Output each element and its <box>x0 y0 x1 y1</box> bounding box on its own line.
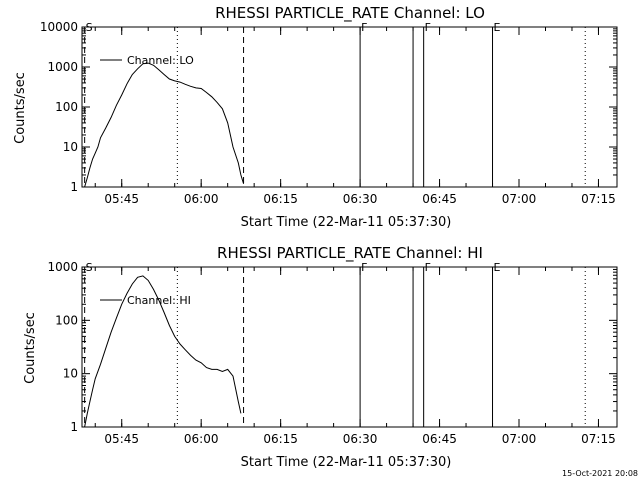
chart-title: RHESSI PARTICLE_RATE Channel: LO <box>215 4 485 23</box>
x-tick-label: 05:45 <box>104 192 139 206</box>
event-marker-label: E <box>494 21 501 34</box>
y-tick-label: 1000 <box>47 260 78 274</box>
legend-label: Channel: LO <box>127 54 194 67</box>
series-line <box>84 275 242 428</box>
x-tick-label: 07:00 <box>502 432 537 446</box>
x-tick-label: 07:15 <box>581 432 616 446</box>
series-line <box>84 62 245 188</box>
y-tick-label: 10 <box>63 140 78 154</box>
x-tick-label: 07:15 <box>581 192 616 206</box>
legend-label: Channel: HI <box>127 294 191 307</box>
x-tick-label: 06:15 <box>263 432 298 446</box>
y-tick-label: 1 <box>70 420 78 434</box>
y-tick-label: 1000 <box>47 60 78 74</box>
plot-frame <box>81 266 618 428</box>
y-axis-label: Counts/sec <box>13 72 28 144</box>
chart-panel-hi: RHESSI PARTICLE_RATE Channel: HI Counts/… <box>23 244 618 470</box>
y-tick-label: 100 <box>55 313 78 327</box>
x-tick-label: 06:00 <box>184 192 219 206</box>
event-marker-label: S <box>86 21 93 34</box>
x-tick-label: 06:45 <box>422 192 457 206</box>
x-tick-label: 07:00 <box>502 192 537 206</box>
y-axis-label: Counts/sec <box>23 312 38 384</box>
event-marker-label: S <box>86 261 93 274</box>
chart-panel-lo: RHESSI PARTICLE_RATE Channel: LO Counts/… <box>13 4 618 230</box>
chart-title: RHESSI PARTICLE_RATE Channel: HI <box>217 244 483 263</box>
y-tick-label: 10000 <box>40 20 78 34</box>
footer-timestamp: 15-Oct-2021 20:08 <box>562 469 638 478</box>
x-axis-label: Start Time (22-Mar-11 05:37:30) <box>241 215 452 230</box>
y-tick-label: 10 <box>63 367 78 381</box>
x-tick-label: 05:45 <box>104 432 139 446</box>
plot-frame <box>81 26 618 188</box>
x-tick-label: 06:00 <box>184 432 219 446</box>
event-marker-label: E <box>494 261 501 274</box>
x-axis-label: Start Time (22-Mar-11 05:37:30) <box>241 455 452 470</box>
x-tick-label: 06:15 <box>263 192 298 206</box>
event-marker-label: F <box>425 21 431 34</box>
y-tick-label: 1 <box>70 180 78 194</box>
event-marker-label: F <box>425 261 431 274</box>
x-tick-label: 06:30 <box>343 432 378 446</box>
y-tick-label: 100 <box>55 100 78 114</box>
x-tick-label: 06:45 <box>422 432 457 446</box>
x-tick-label: 06:30 <box>343 192 378 206</box>
event-marker-label: F <box>361 21 367 34</box>
event-marker-label: F <box>361 261 367 274</box>
